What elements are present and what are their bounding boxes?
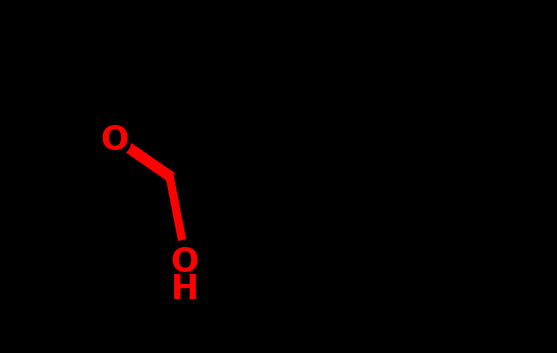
- Text: O: O: [171, 246, 199, 280]
- Text: O: O: [101, 124, 129, 156]
- Text: H: H: [171, 273, 199, 306]
